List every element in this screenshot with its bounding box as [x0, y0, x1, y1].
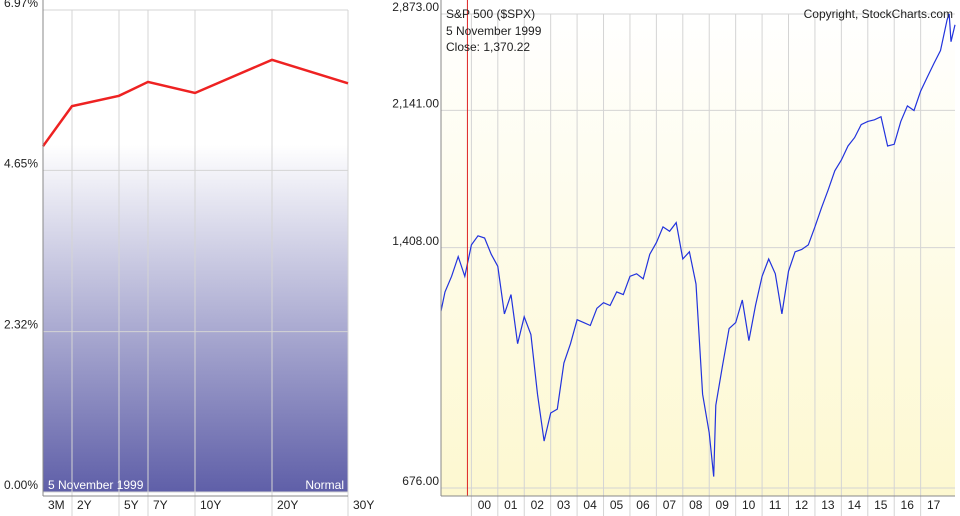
x-tick-label: 30Y: [353, 498, 374, 512]
x-tick-label: 09: [716, 498, 730, 512]
y-tick-label: 2,873.00: [392, 0, 439, 14]
x-tick-label: 3M: [48, 498, 65, 512]
x-tick-label: 08: [689, 498, 703, 512]
x-tick-label: 02: [531, 498, 545, 512]
x-tick-label: 12: [795, 498, 809, 512]
x-tick-label: 17: [927, 498, 941, 512]
x-tick-label: 07: [663, 498, 677, 512]
annotation: 5 November 1999: [48, 478, 144, 492]
right-plot-bg: [441, 14, 955, 496]
yield-curve-chart: 0.00% 2.32% 4.65% 6.97% 3M 2Y 5Y 7Y 10Y 20Y 30Y 5 N…: [4, 0, 374, 516]
x-tick-label: 11: [769, 498, 782, 512]
y-tick-label: 0.00%: [4, 478, 38, 492]
copyright: Copyright, StockCharts.com: [804, 7, 953, 21]
annotation: Normal: [305, 478, 344, 492]
x-tick-label: 06: [636, 498, 650, 512]
x-tick-label: 7Y: [153, 498, 168, 512]
x-tick-label: 2Y: [77, 498, 92, 512]
x-tick-label: 15: [874, 498, 888, 512]
data-line: [41, 58, 349, 147]
annotation: 5 November 1999: [446, 24, 542, 38]
x-tick-label: 14: [848, 498, 862, 512]
x-tick-label: 13: [821, 498, 835, 512]
y-tick-label: 4.65%: [4, 157, 38, 171]
x-tick-label: 10Y: [200, 498, 221, 512]
chart-title: S&P 500 ($SPX): [446, 7, 535, 21]
y-tick-label: 2,141.00: [392, 97, 439, 111]
x-tick-label: 04: [583, 498, 597, 512]
y-tick-label: 2.32%: [4, 318, 38, 332]
x-tick-label: 01: [504, 498, 518, 512]
spx-chart: 676.00 1,408.00 2,141.00 2,873.00 00 01 02 03 04…: [392, 0, 956, 516]
x-tick-label: 10: [742, 498, 756, 512]
x-tick-label: 00: [478, 498, 492, 512]
x-tick-label: 20Y: [277, 498, 298, 512]
y-tick-label: 1,408.00: [392, 234, 439, 248]
y-tick-label: 676.00: [402, 474, 439, 488]
data-line: [440, 13, 956, 477]
annotation: Close: 1,370.22: [446, 40, 530, 54]
y-tick-label: 6.97%: [4, 0, 38, 10]
x-tick-label: 03: [557, 498, 571, 512]
x-tick-label: 05: [610, 498, 624, 512]
x-tick-label: 16: [901, 498, 915, 512]
x-tick-label: 5Y: [124, 498, 139, 512]
